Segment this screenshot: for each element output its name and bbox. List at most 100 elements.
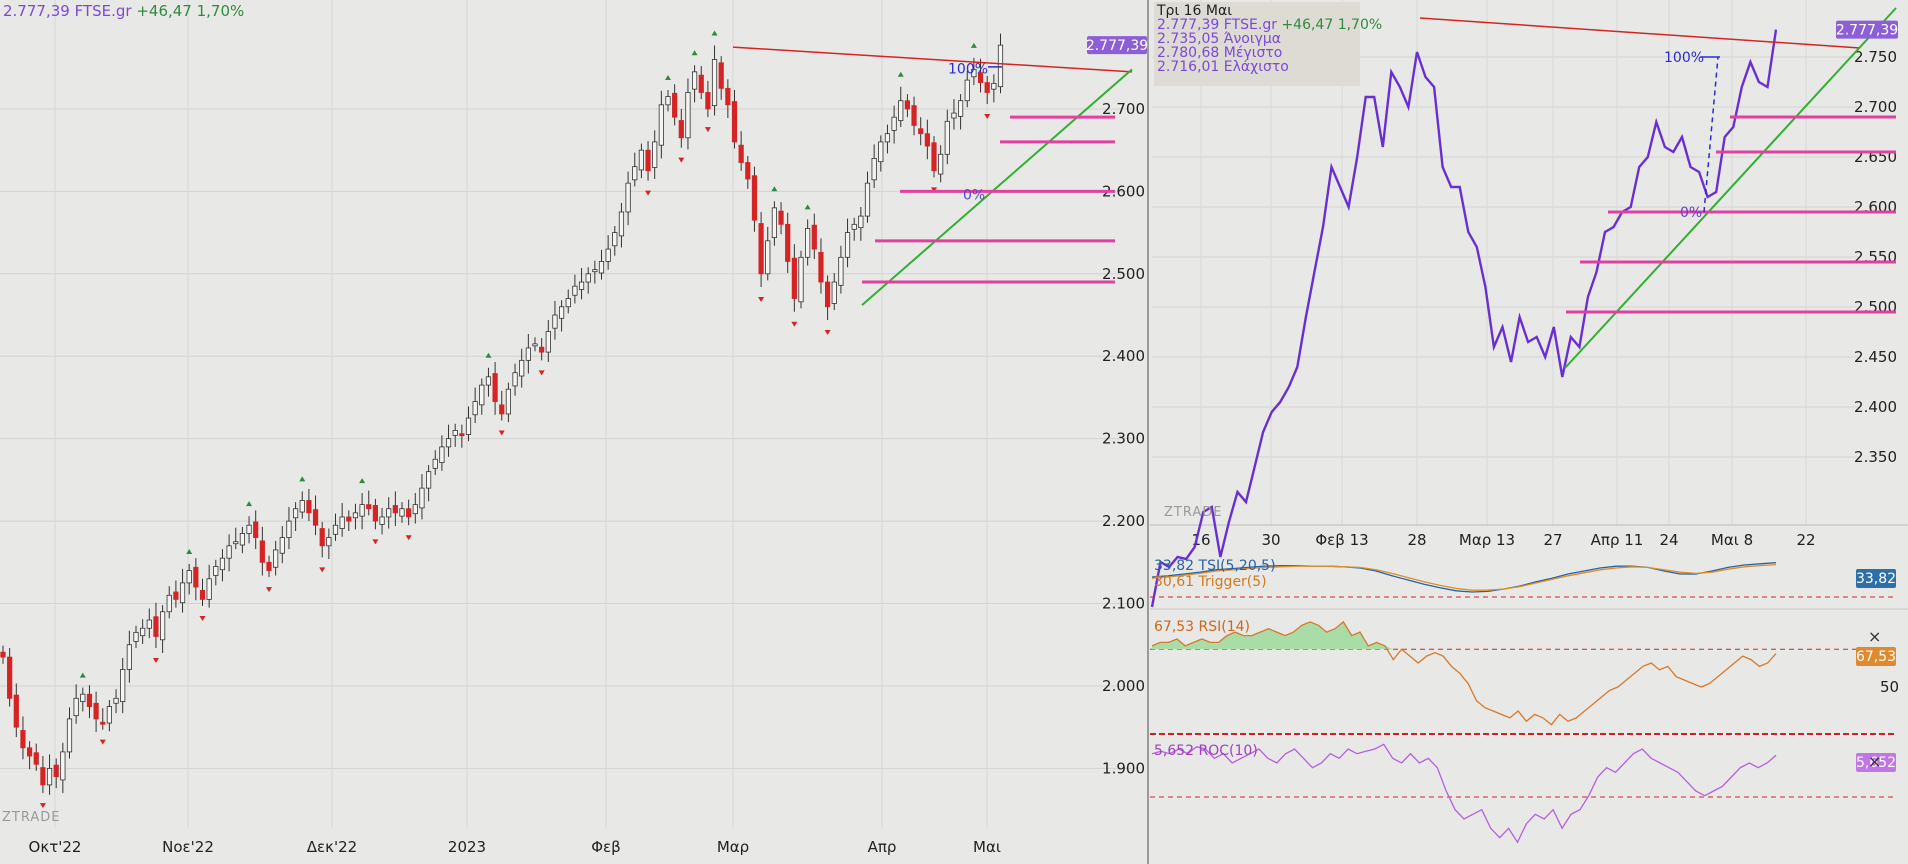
candle (106, 706, 112, 724)
left-x-label: Μαι (973, 838, 1001, 856)
info-low: 2.716,01 Ελάχιστο (1157, 59, 1289, 75)
candle (332, 524, 339, 535)
candle (718, 62, 724, 89)
candle (924, 133, 930, 147)
candle (465, 417, 472, 435)
fractal-up-marker (897, 71, 904, 77)
candle (545, 331, 551, 353)
candle (831, 281, 837, 304)
left-price-tag-text: 2.777,39 (1086, 38, 1148, 54)
tsi-legend: 33,82 TSI(5,20,5) 30,61 Trigger(5) (1154, 558, 1276, 590)
candle (445, 438, 452, 448)
candle (751, 175, 758, 221)
candle (339, 516, 345, 529)
candle (146, 619, 152, 629)
fractal-down-marker (645, 190, 652, 196)
fractal-down-marker (824, 329, 831, 335)
tsi-tag-text: 33,82 (1856, 571, 1896, 587)
candle (159, 611, 166, 641)
candle (572, 285, 578, 296)
right-x-label: 22 (1796, 531, 1815, 549)
right-x-label: 24 (1659, 531, 1678, 549)
candle (951, 112, 957, 119)
price-line (1150, 29, 1778, 608)
candle (239, 533, 245, 546)
candle (479, 384, 485, 406)
candle (711, 59, 718, 107)
fractal-up-marker (485, 352, 492, 358)
candle (292, 508, 299, 519)
fractal-up-marker (970, 42, 977, 48)
fractal-down-marker (99, 739, 106, 745)
candle (40, 767, 46, 786)
candle (233, 541, 239, 545)
candle (944, 120, 950, 155)
left-header-quote: 2.777,39 (3, 2, 70, 20)
candle (765, 240, 771, 275)
candle (738, 144, 744, 163)
left-y-tick: 2.300 (1102, 430, 1145, 448)
candle (179, 582, 186, 604)
left-watermark: ZTRADE (2, 810, 61, 825)
fractal-down-marker (498, 430, 505, 436)
fractal-up-marker (804, 204, 811, 210)
candle (53, 764, 59, 778)
candle (672, 92, 678, 118)
candle (731, 101, 738, 143)
candle (778, 210, 784, 225)
candle (120, 669, 126, 703)
candle (771, 207, 778, 238)
candle (7, 656, 13, 699)
fractal-down-marker (266, 587, 272, 593)
candle (811, 224, 817, 250)
right-y-tick: 2.450 (1854, 348, 1897, 366)
candle (273, 549, 279, 568)
candle (785, 223, 791, 262)
candle (904, 100, 911, 110)
right-x-label: 30 (1261, 531, 1280, 549)
candle (193, 566, 199, 588)
fractal-down-marker (319, 567, 326, 573)
rsi-tag (1856, 647, 1896, 666)
candle (858, 215, 864, 229)
left-y-tick: 2.600 (1102, 182, 1145, 200)
candle (512, 372, 518, 387)
candle (173, 591, 179, 600)
candle (33, 752, 39, 765)
fractal-down-marker (199, 615, 206, 621)
candle (525, 347, 531, 361)
candle (226, 545, 232, 559)
candle (964, 79, 970, 102)
right-y-tick: 2.350 (1854, 448, 1897, 466)
candle (392, 505, 398, 514)
candle (199, 589, 206, 600)
candle (126, 644, 132, 670)
fractal-down-marker (405, 535, 412, 541)
rsi-close-icon[interactable]: × (1868, 627, 1882, 646)
candle (425, 471, 432, 489)
candle (432, 458, 438, 469)
candle (326, 537, 332, 547)
candle (206, 578, 212, 600)
left-y-tick: 2.100 (1102, 595, 1145, 613)
candle (312, 509, 319, 526)
rsi-label: 67,53 RSI(14) (1154, 619, 1251, 635)
info-quote-line: 2.777,39 FTSE.gr +46,47 1,70% (1154, 18, 1382, 32)
candle (0, 651, 6, 658)
right-info-box: Τρι 16 Μαι 2.777,39 FTSE.gr +46,47 1,70%… (1154, 2, 1382, 86)
candle (938, 153, 944, 175)
fib-100-label: 100% (948, 61, 988, 77)
left-y-tick: 1.900 (1102, 759, 1145, 777)
candle (319, 528, 325, 547)
candle (372, 505, 379, 522)
candle (625, 182, 631, 213)
roc-panel: 5,652 (1150, 743, 1896, 844)
candle (253, 521, 259, 538)
roc-close-icon[interactable]: × (1868, 752, 1882, 771)
fib-100-label: 100% (1664, 50, 1704, 66)
candle (459, 433, 465, 437)
candle (20, 730, 26, 749)
candle (585, 273, 591, 283)
fib-0-label: 0% (963, 188, 985, 204)
